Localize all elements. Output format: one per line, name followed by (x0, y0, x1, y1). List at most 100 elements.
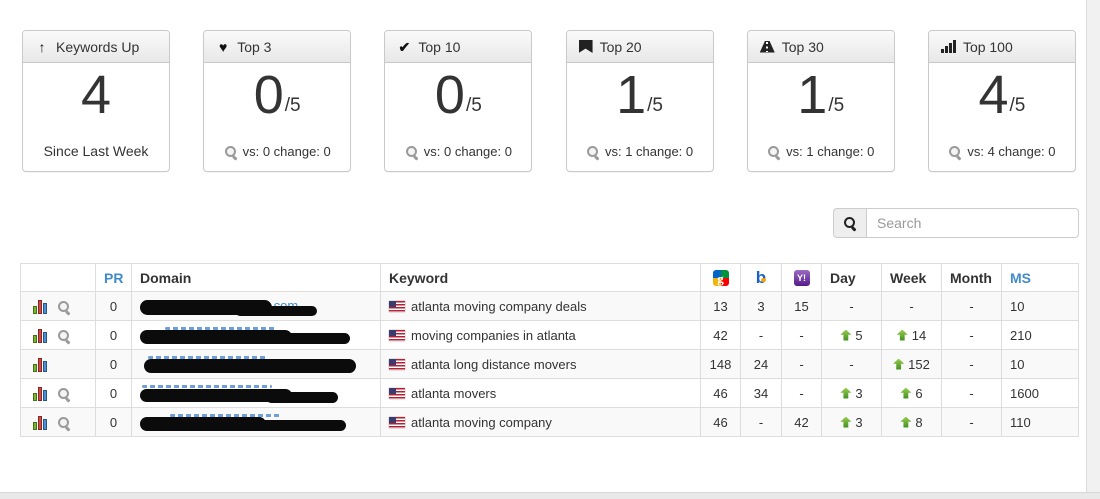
chart-icon[interactable] (33, 386, 47, 401)
google-header (700, 263, 741, 292)
card-denominator: /5 (1009, 95, 1026, 116)
search-input[interactable] (866, 208, 1079, 238)
card-body: 1/5 vs: 1 change: 0 (748, 63, 894, 171)
week-header: Week (881, 263, 942, 292)
us-flag-icon (389, 329, 405, 341)
pr-cell: 0 (95, 291, 132, 321)
day-change-cell: - (821, 291, 882, 321)
rankings-table: PR Domain Keyword Day Week Month MS 0 er… (20, 263, 1079, 437)
keyword-header: Keyword (380, 263, 701, 292)
yahoo-rank-cell: - (781, 349, 822, 379)
redaction-blob (262, 333, 350, 344)
day-change-cell: 3 (821, 378, 882, 408)
stat-card: ✔ Top 10 0/5 vs: 0 change: 0 (384, 30, 533, 172)
up-arrow-icon (893, 358, 905, 370)
magnifier-icon[interactable] (57, 300, 71, 314)
card-value: 4/5 (978, 65, 1026, 125)
card-body: 0/5 vs: 0 change: 0 (385, 63, 531, 171)
redaction-blob (140, 330, 292, 344)
redacted-domain-link[interactable] (140, 383, 372, 403)
google-rank-cell: 148 (700, 349, 741, 379)
card-footer-text: vs: 1 change: 0 (604, 144, 694, 159)
day-change-cell: 5 (821, 320, 882, 350)
redacted-domain-link[interactable]: ers.com (140, 296, 372, 316)
actions-cell (20, 349, 96, 379)
card-title: Top 100 (962, 38, 1013, 55)
card-title: Top 30 (781, 38, 824, 55)
card-denominator: /5 (647, 95, 664, 116)
month-header: Month (941, 263, 1002, 292)
redaction-peek (165, 327, 275, 330)
ms-cell: 110 (1001, 407, 1079, 437)
google-rank-cell: 46 (700, 378, 741, 408)
ms-cell: 210 (1001, 320, 1079, 350)
month-change-cell: - (941, 291, 1002, 321)
google-rank-cell: 42 (700, 320, 741, 350)
redaction-peek (170, 414, 280, 417)
week-change-cell: 14 (881, 320, 942, 350)
magnifier-icon[interactable] (57, 387, 71, 401)
pr-cell: 0 (95, 378, 132, 408)
card-footer: vs: 1 change: 0 (586, 144, 693, 159)
stat-card: Top 20 1/5 vs: 1 change: 0 (565, 30, 714, 172)
pr-cell: 0 (95, 407, 132, 437)
search-group (833, 208, 1079, 238)
domain-cell (131, 320, 381, 350)
chart-icon[interactable] (33, 357, 47, 372)
bing-icon (756, 269, 767, 286)
chart-icon[interactable] (33, 415, 47, 430)
magnifier-icon[interactable] (57, 416, 71, 430)
table-body: 0 ers.com atlanta moving company deals 1… (20, 291, 1079, 437)
arrow-up-icon: ↑ (38, 38, 46, 55)
card-footer: vs: 0 change: 0 (405, 144, 512, 159)
card-footer-text: vs: 0 change: 0 (242, 144, 331, 159)
card-footer-text: vs: 4 change: 0 (967, 144, 1056, 159)
table-row: 0 atlanta movers 46 34 - 3 6 - 1600 (20, 378, 1079, 408)
magnifier-icon (767, 145, 781, 159)
us-flag-icon (389, 300, 405, 312)
card-footer: vs: 0 change: 0 (224, 144, 331, 159)
redacted-domain-link[interactable] (140, 325, 372, 345)
us-flag-icon (389, 387, 405, 399)
card-footer: vs: 1 change: 0 (767, 144, 874, 159)
up-arrow-icon (840, 329, 852, 341)
magnifier-icon[interactable] (57, 329, 71, 343)
day-change-cell: 3 (821, 407, 882, 437)
ms-cell: 10 (1001, 349, 1079, 379)
chart-icon[interactable] (33, 328, 47, 343)
keyword-cell: atlanta movers (380, 378, 701, 408)
stat-card: Top 100 4/5 vs: 4 change: 0 (927, 30, 1076, 172)
bing-rank-cell: - (740, 320, 782, 350)
actions-cell (20, 407, 96, 437)
yahoo-rank-cell: 15 (781, 291, 822, 321)
chart-icon[interactable] (33, 299, 47, 314)
table-row: 0 atlanta moving company 46 - 42 3 8 - 1… (20, 407, 1079, 437)
keyword-cell: moving companies in atlanta (380, 320, 701, 350)
signal-icon (940, 40, 956, 53)
day-header: Day (821, 263, 882, 292)
card-header: ↑ Keywords Up (23, 31, 169, 63)
bookmark-icon (578, 40, 593, 53)
ms-cell: 1600 (1001, 378, 1079, 408)
domain-cell (131, 407, 381, 437)
redacted-domain-link[interactable] (140, 354, 372, 374)
up-arrow-icon (900, 387, 912, 399)
up-arrow-icon (900, 416, 912, 428)
us-flag-icon (389, 416, 405, 428)
domain-cell (131, 349, 381, 379)
up-arrow-icon (840, 387, 852, 399)
redaction-blob (235, 306, 317, 316)
pr-cell: 0 (95, 320, 132, 350)
magnifier-icon (224, 145, 238, 159)
card-value: 4 (80, 65, 112, 125)
redacted-domain-link[interactable] (140, 412, 372, 432)
card-title: Top 3 (237, 38, 272, 55)
actions-header (20, 263, 96, 292)
stat-card: Top 30 1/5 vs: 1 change: 0 (746, 30, 895, 172)
ms-header[interactable]: MS (1001, 263, 1079, 292)
stat-card: ♥ Top 3 0/5 vs: 0 change: 0 (203, 30, 352, 172)
pr-header[interactable]: PR (95, 263, 132, 292)
card-footer: vs: 4 change: 0 (948, 144, 1056, 159)
day-change-cell: - (821, 349, 882, 379)
card-value: 1/5 (797, 65, 845, 125)
